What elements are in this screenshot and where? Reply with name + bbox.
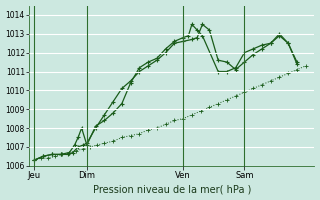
X-axis label: Pression niveau de la mer( hPa ): Pression niveau de la mer( hPa ) (92, 184, 251, 194)
